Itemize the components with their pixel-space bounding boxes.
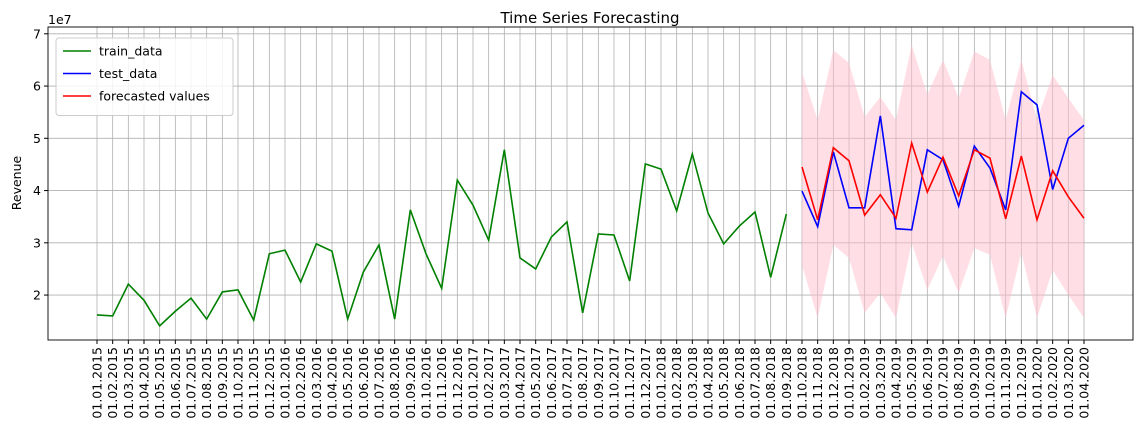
x-tick-label: 01.12.2018	[826, 347, 841, 419]
x-tick-label: 01.10.2017	[607, 347, 622, 419]
y-tick-label: 4	[33, 183, 41, 198]
x-tick-label: 01.11.2017	[622, 347, 637, 419]
legend-label: train_data	[99, 44, 163, 59]
x-tick-label: 01.04.2018	[701, 347, 716, 419]
x-tick-label: 01.03.2019	[873, 347, 888, 419]
confidence-band	[802, 44, 1084, 319]
y-axis-label: Revenue	[9, 155, 24, 210]
x-tick-label: 01.03.2016	[309, 347, 324, 419]
y-tick-label: 7	[33, 26, 41, 41]
y-tick-label: 6	[33, 79, 41, 94]
x-tick-label: 01.09.2019	[967, 347, 982, 419]
x-tick-label: 01.01.2019	[842, 347, 857, 419]
x-tick-label: 01.01.2017	[466, 347, 481, 419]
x-tick-label: 01.07.2016	[372, 347, 387, 419]
x-tick-label: 01.08.2017	[575, 347, 590, 419]
x-tick-label: 01.07.2019	[936, 347, 951, 419]
x-tick-label: 01.08.2019	[951, 347, 966, 419]
y-tick-label: 3	[33, 235, 41, 250]
plot-frame	[47, 26, 1134, 341]
offset-label: 1e7	[48, 12, 72, 27]
legend: train_data test_data forecasted values	[55, 37, 234, 116]
x-tick-label: 01.02.2018	[669, 347, 684, 419]
x-tick-label: 01.02.2019	[857, 347, 872, 419]
x-tick-label: 01.08.2016	[387, 347, 402, 419]
x-tick-label: 01.05.2017	[528, 347, 543, 419]
y-tick-label: 2	[33, 288, 41, 303]
x-tick-label: 01.11.2015	[246, 347, 261, 419]
x-tick-label: 01.05.2019	[904, 347, 919, 419]
x-tick-label: 01.04.2017	[513, 347, 528, 419]
x-tick-label: 01.04.2016	[325, 347, 340, 419]
x-tick-label: 01.06.2018	[732, 347, 747, 419]
x-tick-label: 01.08.2018	[763, 347, 778, 419]
x-tick-label: 01.12.2019	[1014, 347, 1029, 419]
x-tick-label: 01.06.2016	[356, 347, 371, 419]
x-tick-label: 01.04.2020	[1077, 347, 1092, 419]
x-tick-label: 01.10.2016	[419, 347, 434, 419]
x-tick-label: 01.05.2018	[716, 347, 731, 419]
x-tick-label: 01.07.2017	[560, 347, 575, 419]
x-tick-label: 01.09.2016	[403, 347, 418, 419]
y-tick-label: 5	[33, 131, 41, 146]
x-tick-label: 01.08.2015	[199, 347, 214, 419]
x-tick-label: 01.09.2018	[779, 347, 794, 419]
x-tick-label: 01.01.2016	[278, 347, 293, 419]
x-tick-label: 01.02.2020	[1045, 347, 1060, 419]
chart-title: Time Series Forecasting	[499, 9, 679, 27]
x-tick-label: 01.03.2020	[1061, 347, 1076, 419]
x-tick-label: 01.11.2018	[810, 347, 825, 419]
x-tick-label: 01.06.2019	[920, 347, 935, 419]
x-tick-label: 01.11.2019	[998, 347, 1013, 419]
x-tick-label: 01.10.2015	[231, 347, 246, 419]
line-series	[96, 149, 788, 328]
x-tick-label: 01.07.2015	[184, 347, 199, 419]
x-tick-label: 01.02.2015	[105, 347, 120, 419]
x-tick-label: 01.01.2015	[90, 347, 105, 419]
legend-label: forecasted values	[99, 89, 210, 104]
x-tick-label: 01.01.2018	[654, 347, 669, 419]
x-tick-label: 01.05.2015	[152, 347, 167, 419]
x-tick-label: 01.12.2015	[262, 347, 277, 419]
x-tick-label: 01.10.2018	[795, 347, 810, 419]
x-tick-label: 01.12.2017	[638, 347, 653, 419]
line-series	[801, 139, 1085, 223]
legend-box	[55, 37, 234, 116]
x-tick-label: 01.07.2018	[748, 347, 763, 419]
x-tick-label: 01.03.2017	[497, 347, 512, 419]
line-series	[801, 90, 1085, 231]
x-tick-label: 01.04.2019	[889, 347, 904, 419]
x-tick-label: 01.06.2015	[168, 347, 183, 419]
x-tick-label: 01.09.2017	[591, 347, 606, 419]
x-tick-label: 01.03.2015	[121, 347, 136, 419]
x-tick-label: 01.01.2020	[1030, 347, 1045, 419]
x-tick-label: 01.12.2016	[450, 347, 465, 419]
legend-label: test_data	[99, 66, 157, 81]
x-tick-label: 01.10.2019	[983, 347, 998, 419]
x-tick-label: 01.05.2016	[340, 347, 355, 419]
x-tick-label: 01.04.2015	[137, 347, 152, 419]
x-tick-label: 01.03.2018	[685, 347, 700, 419]
x-tick-label: 01.11.2016	[434, 347, 449, 419]
x-tick-label: 01.09.2015	[215, 347, 230, 419]
x-tick-label: 01.02.2016	[293, 347, 308, 419]
x-tick-label: 01.02.2017	[481, 347, 496, 419]
x-tick-label: 01.06.2017	[544, 347, 559, 419]
